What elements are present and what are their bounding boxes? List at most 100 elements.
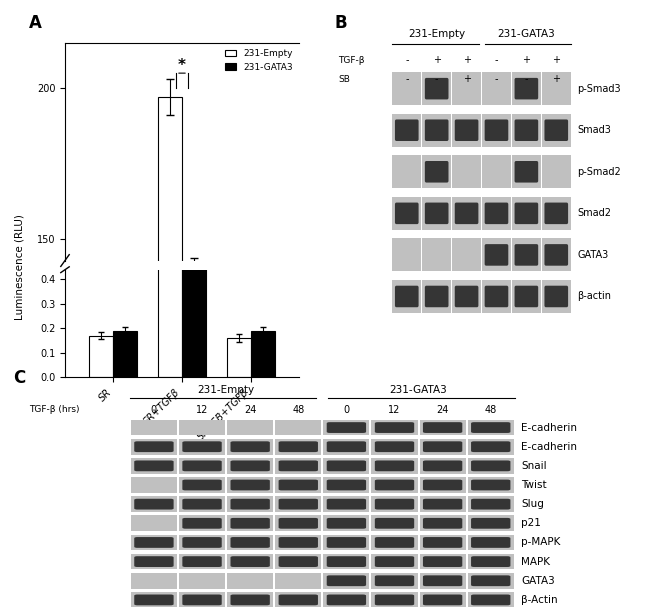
Text: 12: 12 [388,405,400,415]
Bar [542,197,571,230]
FancyBboxPatch shape [515,244,538,265]
Bar [422,155,451,188]
Text: 0: 0 [151,405,157,415]
Bar [131,554,177,569]
Text: +: + [552,55,560,65]
FancyBboxPatch shape [423,422,462,433]
Bar [512,155,541,188]
FancyBboxPatch shape [423,576,462,586]
FancyBboxPatch shape [375,518,414,528]
FancyBboxPatch shape [279,441,318,452]
Bar [452,72,481,105]
Text: Smad2: Smad2 [577,208,611,218]
Text: 12: 12 [196,405,208,415]
Bar [393,238,421,272]
FancyBboxPatch shape [183,518,222,528]
Text: p-MAPK: p-MAPK [521,538,560,547]
FancyBboxPatch shape [455,286,478,307]
Bar [323,458,369,474]
Bar [179,516,225,531]
FancyBboxPatch shape [485,244,508,265]
Text: -: - [495,74,498,84]
FancyBboxPatch shape [471,518,510,528]
FancyBboxPatch shape [183,537,222,548]
Bar [542,238,571,272]
Bar [227,516,273,531]
FancyBboxPatch shape [485,120,508,141]
FancyBboxPatch shape [279,556,318,567]
Bar [467,535,514,550]
Bar [179,420,225,435]
Bar [371,573,417,588]
Bar [482,114,511,147]
Bar [323,497,369,512]
FancyBboxPatch shape [545,120,568,141]
Bar [323,439,369,454]
Bar [422,280,451,313]
FancyBboxPatch shape [375,556,414,567]
Bar [542,72,571,105]
Text: 231-GATA3: 231-GATA3 [497,29,555,39]
FancyBboxPatch shape [471,537,510,548]
FancyBboxPatch shape [423,479,462,490]
Bar [323,573,369,588]
Bar [113,330,137,377]
FancyBboxPatch shape [279,499,318,509]
Bar [467,477,514,493]
Text: GATA3: GATA3 [521,576,554,586]
Bar [323,420,369,435]
Bar [371,439,417,454]
Bar [467,592,514,607]
Bar [452,197,481,230]
Bar [467,497,514,512]
Bar [182,284,206,613]
Bar [419,592,465,607]
Bar [275,535,321,550]
Text: GATA3: GATA3 [577,250,608,260]
FancyBboxPatch shape [183,556,222,567]
Bar [512,238,541,272]
FancyBboxPatch shape [515,202,538,224]
FancyBboxPatch shape [375,460,414,471]
Text: Luminescence (RLU): Luminescence (RLU) [14,214,25,319]
FancyBboxPatch shape [327,460,366,471]
FancyBboxPatch shape [135,460,174,471]
Bar [227,592,273,607]
FancyBboxPatch shape [375,576,414,586]
FancyBboxPatch shape [425,120,448,141]
Bar [323,535,369,550]
Bar [179,573,225,588]
Bar [179,592,225,607]
FancyBboxPatch shape [231,537,270,548]
Text: B: B [335,13,347,32]
FancyBboxPatch shape [327,556,366,567]
Bar [482,72,511,105]
FancyBboxPatch shape [425,161,448,183]
Text: TGF-β: TGF-β [338,56,365,64]
Bar [467,439,514,454]
Bar [467,573,514,588]
Bar [251,330,275,377]
Text: TGF-β (hrs): TGF-β (hrs) [29,405,79,414]
FancyBboxPatch shape [327,441,366,452]
FancyBboxPatch shape [327,479,366,490]
Bar [393,280,421,313]
FancyBboxPatch shape [327,499,366,509]
FancyBboxPatch shape [471,479,510,490]
Bar [393,72,421,105]
FancyBboxPatch shape [425,202,448,224]
Bar [542,280,571,313]
Bar [275,497,321,512]
FancyBboxPatch shape [375,422,414,433]
Text: +: + [463,55,471,65]
Text: β-actin: β-actin [577,291,611,302]
Text: Twist: Twist [521,480,547,490]
Text: p-Smad2: p-Smad2 [577,167,621,177]
Bar [227,439,273,454]
Bar [131,458,177,474]
Bar [512,280,541,313]
FancyBboxPatch shape [515,78,538,99]
Bar [323,554,369,569]
Bar [512,114,541,147]
Bar [482,197,511,230]
